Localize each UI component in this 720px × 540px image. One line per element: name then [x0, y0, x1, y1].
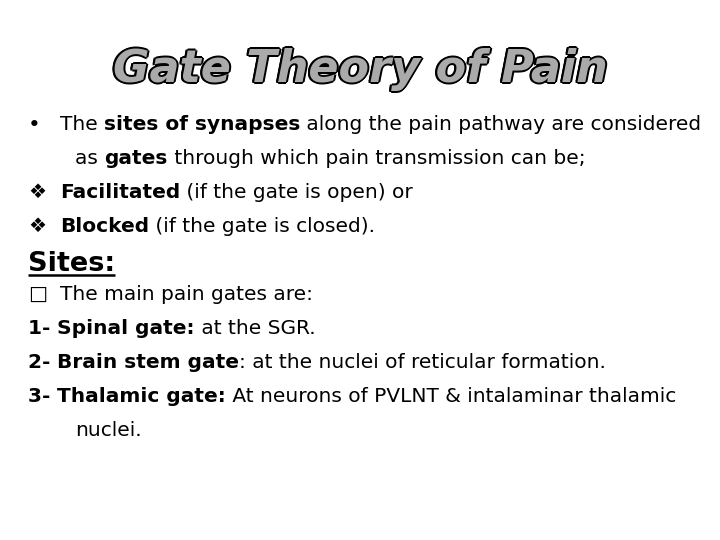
- Text: Gate Theory of Pain: Gate Theory of Pain: [111, 50, 606, 92]
- Text: : at the nuclei of reticular formation.: : at the nuclei of reticular formation.: [239, 353, 606, 372]
- Text: sites of synapses: sites of synapses: [104, 115, 300, 134]
- Text: Gate Theory of Pain: Gate Theory of Pain: [111, 46, 606, 90]
- Text: Spinal gate:: Spinal gate:: [58, 319, 195, 338]
- Text: The: The: [60, 115, 104, 134]
- Text: Thalamic gate:: Thalamic gate:: [58, 387, 226, 406]
- Text: At neurons of PVLNT & intalaminar thalamic: At neurons of PVLNT & intalaminar thalam…: [226, 387, 676, 406]
- Text: gates: gates: [104, 149, 168, 168]
- Text: Sites:: Sites:: [28, 251, 115, 277]
- Text: The main pain gates are:: The main pain gates are:: [60, 285, 313, 304]
- Text: Gate Theory of Pain: Gate Theory of Pain: [114, 48, 609, 91]
- Text: Gate Theory of Pain: Gate Theory of Pain: [112, 46, 608, 89]
- Text: 3-: 3-: [28, 387, 58, 406]
- Text: through which pain transmission can be;: through which pain transmission can be;: [168, 149, 585, 168]
- Text: (if the gate is open) or: (if the gate is open) or: [180, 183, 413, 202]
- Text: □: □: [28, 285, 47, 304]
- Text: ❖: ❖: [28, 217, 46, 236]
- Text: Gate Theory of Pain: Gate Theory of Pain: [111, 48, 606, 91]
- Text: (if the gate is closed).: (if the gate is closed).: [149, 217, 375, 236]
- Text: along the pain pathway are considered: along the pain pathway are considered: [300, 115, 701, 134]
- Text: as: as: [75, 149, 104, 168]
- Text: at the SGR.: at the SGR.: [195, 319, 315, 338]
- Text: •: •: [28, 115, 41, 135]
- Text: Gate Theory of Pain: Gate Theory of Pain: [114, 46, 609, 90]
- Text: 1-: 1-: [28, 319, 58, 338]
- Text: Gate Theory of Pain: Gate Theory of Pain: [114, 50, 609, 92]
- Text: Blocked: Blocked: [60, 217, 149, 236]
- Text: nuclei.: nuclei.: [75, 421, 142, 440]
- Text: Facilitated: Facilitated: [60, 183, 180, 202]
- Text: Brain stem gate: Brain stem gate: [58, 353, 239, 372]
- Text: Gate Theory of Pain: Gate Theory of Pain: [112, 50, 608, 93]
- Text: ❖: ❖: [28, 183, 46, 202]
- Text: 2-: 2-: [28, 353, 58, 372]
- Text: Gate Theory of Pain: Gate Theory of Pain: [112, 48, 608, 91]
